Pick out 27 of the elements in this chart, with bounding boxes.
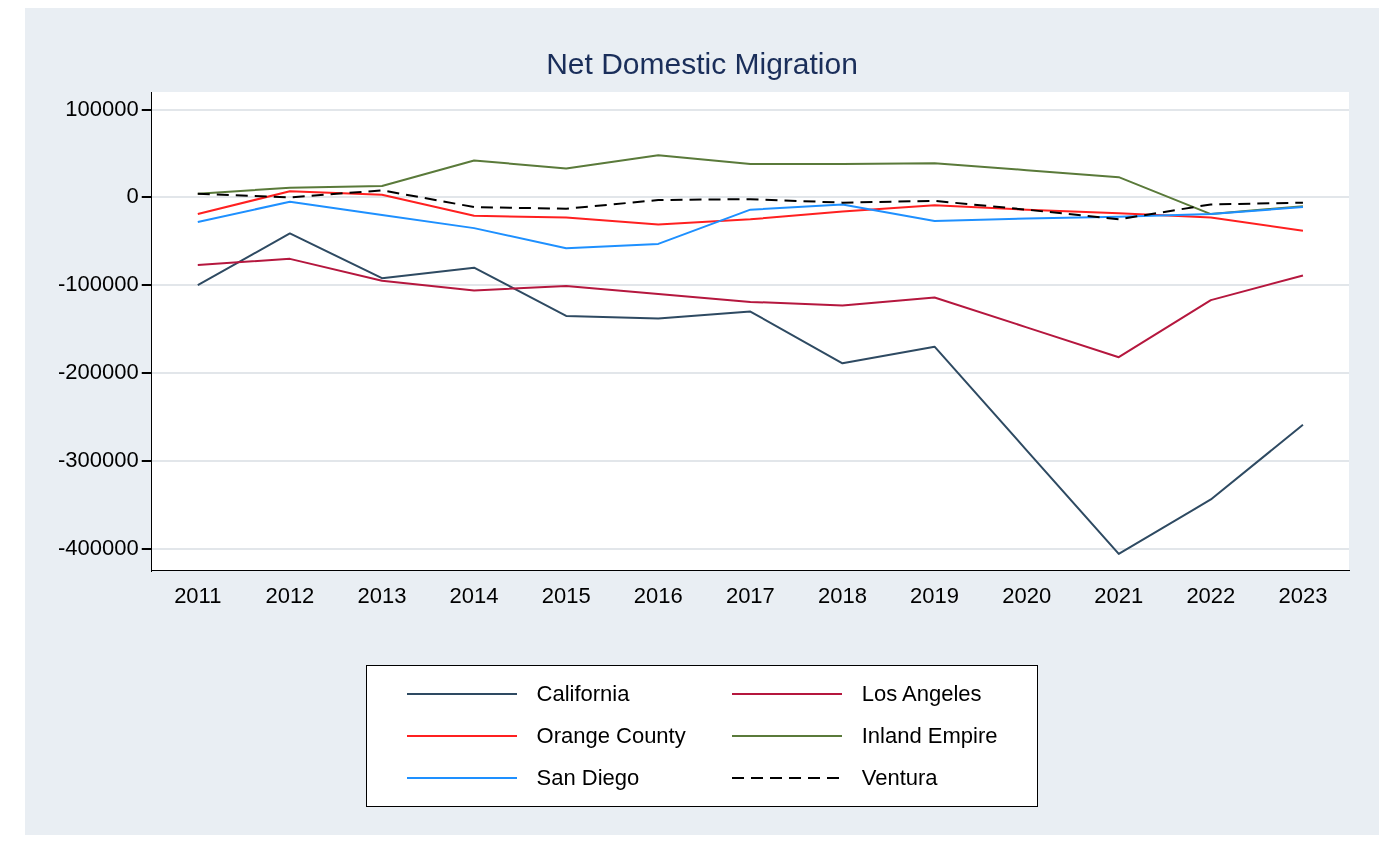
legend-label: San Diego — [536, 765, 640, 791]
y-tick-label: -400000 — [57, 534, 139, 560]
x-tick-label: 2015 — [541, 582, 591, 608]
y-tick-label: -100000 — [57, 271, 139, 297]
x-tick-label: 2020 — [1002, 582, 1052, 608]
y-tick-label: -200000 — [57, 359, 139, 385]
x-tick-label: 2012 — [265, 582, 315, 608]
x-tick-label: 2019 — [910, 582, 960, 608]
legend-label: Ventura — [861, 765, 938, 791]
chart-title: Net Domestic Migration — [546, 47, 858, 81]
x-tick-label: 2017 — [725, 582, 775, 608]
x-tick-label: 2013 — [357, 582, 407, 608]
x-tick-label: 2023 — [1278, 582, 1328, 608]
legend-label: Inland Empire — [861, 723, 998, 749]
x-tick-label: 2011 — [174, 582, 222, 608]
legend-label: Los Angeles — [861, 681, 982, 707]
x-tick-label: 2014 — [449, 582, 499, 608]
line-series — [196, 189, 1304, 221]
x-tick-label: 2021 — [1094, 582, 1144, 608]
y-tick-label: 0 — [126, 183, 139, 209]
y-tick-label: -300000 — [57, 446, 139, 472]
y-tick-label: 100000 — [65, 95, 139, 121]
x-tick-label: 2022 — [1186, 582, 1236, 608]
x-tick-label: 2016 — [633, 582, 683, 608]
legend-label: California — [536, 681, 630, 707]
x-tick-label: 2018 — [817, 582, 867, 608]
legend-label: Orange County — [536, 723, 686, 749]
